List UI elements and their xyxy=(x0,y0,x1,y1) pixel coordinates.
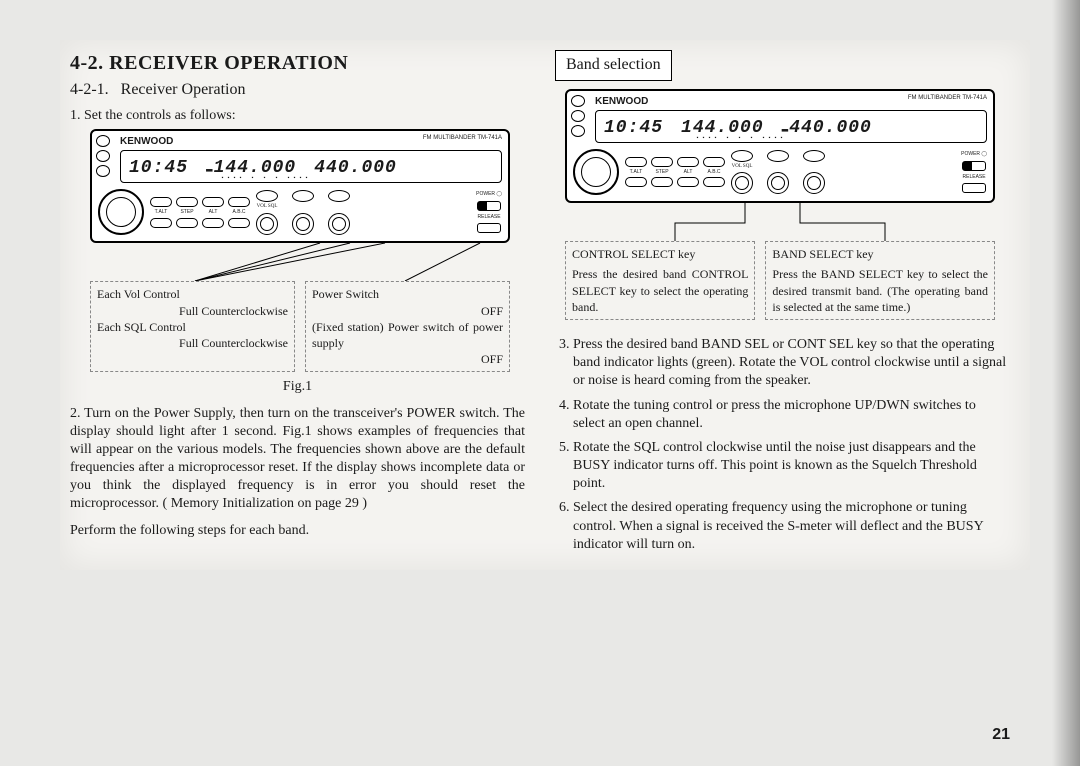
tuning-knob-icon xyxy=(98,189,144,235)
callout-text: OFF xyxy=(312,351,503,367)
brand-label: KENWOOD xyxy=(120,135,173,148)
subsection-heading: 4-2-1. Receiver Operation xyxy=(70,80,525,101)
fig2-left-callout: CONTROL SELECT key Press the desired ban… xyxy=(565,241,755,320)
section-heading: 4-2. RECEIVER OPERATION xyxy=(70,50,525,76)
model-label: FM MULTIBANDER TM-741A xyxy=(423,135,502,148)
shift-button-icon xyxy=(651,157,673,167)
band-selection-label: Band selection xyxy=(555,50,672,81)
perform-line: Perform the following steps for each ban… xyxy=(70,522,525,540)
rev-button-icon xyxy=(677,157,699,167)
lcd-display: 10:45 144.000 ▬440.000 ▪▪▪▪ ▪ ▪ ▪ ▪▪▪▪ xyxy=(595,110,987,143)
lcd-time: 10:45 xyxy=(604,117,663,140)
callout-text: Press the desired band CONTROL SELECT ke… xyxy=(572,266,748,315)
subsection-title: Receiver Operation xyxy=(121,81,246,98)
mute-button-icon xyxy=(703,177,725,187)
callout-connector-lines xyxy=(90,243,510,281)
lcd-time: 10:45 xyxy=(129,157,188,180)
vfo-knob-icon xyxy=(571,95,585,107)
band-oval-3 xyxy=(328,190,350,202)
page-number: 21 xyxy=(992,726,1010,744)
callout-text: Power Switch xyxy=(312,286,503,302)
step-3-text: Press the desired band BAND SEL or CONT … xyxy=(573,336,1010,391)
call-button-icon xyxy=(625,157,647,167)
band-oval-1 xyxy=(731,150,753,162)
vol-knob-2 xyxy=(292,213,314,235)
release-slot-icon xyxy=(962,183,986,193)
power-switch-icon xyxy=(477,201,501,211)
power-switch-icon xyxy=(962,161,986,171)
callout-text: Press the BAND SELECT key to select the … xyxy=(772,266,988,315)
vol-knob-1 xyxy=(731,172,753,194)
lcd-display: 10:45 ▬144.000 440.000 ▪▪▪▪ ▪ ▪ ▪ ▪▪▪▪ xyxy=(120,150,502,183)
mr-knob-icon xyxy=(571,110,585,122)
vol-knob-3 xyxy=(803,172,825,194)
mhz-knob-icon xyxy=(571,125,585,137)
callout-text: (Fixed station) Power switch of power su… xyxy=(312,319,503,351)
brand-label: KENWOOD xyxy=(595,95,648,108)
mr-knob-icon xyxy=(96,150,110,162)
band-oval-2 xyxy=(292,190,314,202)
lcd-ticks: ▪▪▪▪ ▪ ▪ ▪ ▪▪▪▪ xyxy=(221,175,311,182)
callout-title: CONTROL SELECT key xyxy=(572,246,748,262)
page-scan: 4-2. RECEIVER OPERATION 4-2-1. Receiver … xyxy=(60,40,1030,570)
band-oval-1 xyxy=(256,190,278,202)
shift-button-icon xyxy=(176,197,198,207)
lcd-freq-2: ▬440.000 xyxy=(782,117,872,140)
callout-text: Each Vol Control xyxy=(97,286,288,302)
vol-knob-2 xyxy=(767,172,789,194)
step-6-text: Select the desired operating frequency u… xyxy=(573,499,1010,554)
low-button-icon xyxy=(228,197,250,207)
right-column: Band selection KENWOOD FM MULTIBANDER TM… xyxy=(555,50,1010,560)
radio-figure-1: KENWOOD FM MULTIBANDER TM-741A 10:45 ▬14… xyxy=(90,129,510,243)
steps-list: Press the desired band BAND SEL or CONT … xyxy=(555,336,1010,554)
book-edge-shadow xyxy=(1052,0,1080,766)
left-column: 4-2. RECEIVER OPERATION 4-2-1. Receiver … xyxy=(70,50,525,560)
vol-knob-3 xyxy=(328,213,350,235)
step-1-lead: 1. Set the controls as follows: xyxy=(70,107,525,125)
dtss-button-icon xyxy=(202,218,224,228)
release-slot-icon xyxy=(477,223,501,233)
callout-text: Full Counterclockwise xyxy=(97,335,288,351)
lcd-freq-2: 440.000 xyxy=(314,157,397,180)
band-oval-3 xyxy=(803,150,825,162)
f-button-icon xyxy=(150,218,172,228)
mhz-knob-icon xyxy=(96,165,110,177)
callout-connector-lines xyxy=(565,203,995,241)
tone-button-icon xyxy=(651,177,673,187)
lcd-ticks: ▪▪▪▪ ▪ ▪ ▪ ▪▪▪▪ xyxy=(696,135,786,142)
call-button-icon xyxy=(150,197,172,207)
step-5-text: Rotate the SQL control clockwise until t… xyxy=(573,439,1010,494)
callout-text: OFF xyxy=(312,303,503,319)
model-label: FM MULTIBANDER TM-741A xyxy=(908,95,987,108)
f-button-icon xyxy=(625,177,647,187)
mute-button-icon xyxy=(228,218,250,228)
fig2-right-callout: BAND SELECT key Press the BAND SELECT ke… xyxy=(765,241,995,320)
rev-button-icon xyxy=(202,197,224,207)
fig1-left-callout: Each Vol Control Full Counterclockwise E… xyxy=(90,281,295,372)
tone-button-icon xyxy=(176,218,198,228)
callout-text: Each SQL Control xyxy=(97,319,288,335)
vfo-knob-icon xyxy=(96,135,110,147)
vol-knob-1 xyxy=(256,213,278,235)
callout-title: BAND SELECT key xyxy=(772,246,988,262)
radio-figure-2: KENWOOD FM MULTIBANDER TM-741A 10:45 144… xyxy=(565,89,995,203)
callout-text: Full Counterclockwise xyxy=(97,303,288,319)
step-2-text: 2. Turn on the Power Supply, then turn o… xyxy=(70,405,525,514)
subsection-number: 4-2-1. xyxy=(70,81,109,98)
low-button-icon xyxy=(703,157,725,167)
figure-1-caption: Fig.1 xyxy=(70,378,525,396)
fig1-right-callout: Power Switch OFF (Fixed station) Power s… xyxy=(305,281,510,372)
dtss-button-icon xyxy=(677,177,699,187)
step-4-text: Rotate the tuning control or press the m… xyxy=(573,397,1010,433)
tuning-knob-icon xyxy=(573,149,619,195)
band-oval-2 xyxy=(767,150,789,162)
